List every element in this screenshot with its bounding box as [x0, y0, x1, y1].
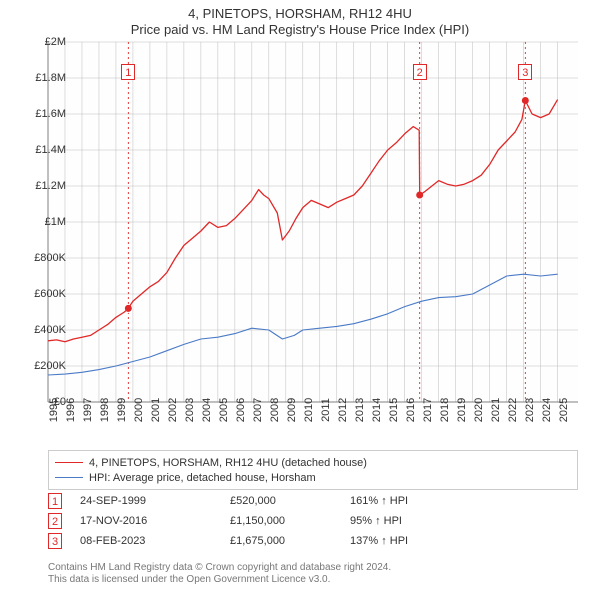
page: 4, PINETOPS, HORSHAM, RH12 4HU Price pai… [0, 0, 600, 590]
title-line-1: 4, PINETOPS, HORSHAM, RH12 4HU [0, 6, 600, 22]
legend-swatch [55, 462, 83, 463]
event-row: 3 08-FEB-2023£1,675,000137% ↑ HPI [48, 531, 578, 551]
x-tick-label: 1998 [99, 398, 111, 422]
legend-row: 4, PINETOPS, HORSHAM, RH12 4HU (detached… [55, 455, 571, 470]
x-tick-label: 2016 [405, 398, 417, 422]
y-tick-label: £600K [26, 288, 66, 300]
x-tick-label: 2015 [388, 398, 400, 422]
legend-row: HPI: Average price, detached house, Hors… [55, 470, 571, 485]
x-tick-label: 2009 [286, 398, 298, 422]
event-marker-1: 1 [121, 64, 135, 80]
event-marker-2: 2 [413, 64, 427, 80]
title-line-2: Price paid vs. HM Land Registry's House … [0, 22, 600, 38]
x-tick-label: 1999 [116, 398, 128, 422]
x-tick-label: 2006 [235, 398, 247, 422]
event-price: £1,675,000 [230, 535, 350, 547]
event-date: 08-FEB-2023 [80, 535, 230, 547]
legend-label: HPI: Average price, detached house, Hors… [89, 472, 316, 484]
event-hpi: 137% ↑ HPI [350, 535, 408, 547]
x-tick-label: 2017 [422, 398, 434, 422]
x-tick-label: 1995 [48, 398, 60, 422]
y-tick-label: £2M [26, 36, 66, 48]
x-tick-label: 2013 [354, 398, 366, 422]
y-tick-label: £0 [26, 396, 66, 408]
event-hpi: 161% ↑ HPI [350, 495, 408, 507]
x-tick-label: 2010 [303, 398, 315, 422]
y-tick-label: £800K [26, 252, 66, 264]
legend-label: 4, PINETOPS, HORSHAM, RH12 4HU (detached… [89, 457, 367, 469]
event-row-marker: 3 [48, 533, 62, 549]
chart-titles: 4, PINETOPS, HORSHAM, RH12 4HU Price pai… [0, 0, 600, 39]
y-tick-label: £1.2M [26, 180, 66, 192]
legend: 4, PINETOPS, HORSHAM, RH12 4HU (detached… [48, 450, 578, 490]
x-tick-label: 2025 [558, 398, 570, 422]
x-tick-label: 2008 [269, 398, 281, 422]
x-tick-label: 2024 [541, 398, 553, 422]
events-table: 1 24-SEP-1999£520,000161% ↑ HPI 2 17-NOV-20… [48, 491, 578, 551]
attribution-line-1: Contains HM Land Registry data © Crown c… [48, 562, 578, 574]
x-tick-label: 2022 [507, 398, 519, 422]
event-row-marker: 2 [48, 513, 62, 529]
x-tick-label: 1997 [82, 398, 94, 422]
event-date: 17-NOV-2016 [80, 515, 230, 527]
y-tick-label: £1.6M [26, 108, 66, 120]
x-tick-label: 2011 [320, 398, 332, 422]
event-row-marker: 1 [48, 493, 62, 509]
attribution-line-2: This data is licensed under the Open Gov… [48, 574, 578, 586]
event-row: 2 17-NOV-2016£1,150,00095% ↑ HPI [48, 511, 578, 531]
event-date: 24-SEP-1999 [80, 495, 230, 507]
x-tick-label: 2007 [252, 398, 264, 422]
event-row: 1 24-SEP-1999£520,000161% ↑ HPI [48, 491, 578, 511]
event-marker-3: 3 [518, 64, 532, 80]
x-tick-label: 2004 [201, 398, 213, 422]
attribution: Contains HM Land Registry data © Crown c… [48, 562, 578, 586]
x-tick-label: 2018 [439, 398, 451, 422]
y-tick-label: £1.8M [26, 72, 66, 84]
x-tick-label: 2002 [167, 398, 179, 422]
x-tick-label: 2000 [133, 398, 145, 422]
x-tick-label: 2021 [490, 398, 502, 422]
x-tick-label: 2001 [150, 398, 162, 422]
y-tick-label: £400K [26, 324, 66, 336]
chart-area: 1 2 3 [48, 42, 578, 402]
event-hpi: 95% ↑ HPI [350, 515, 402, 527]
y-tick-label: £200K [26, 360, 66, 372]
x-tick-label: 2014 [371, 398, 383, 422]
event-price: £520,000 [230, 495, 350, 507]
y-tick-label: £1M [26, 216, 66, 228]
x-tick-label: 2005 [218, 398, 230, 422]
y-tick-label: £1.4M [26, 144, 66, 156]
x-tick-label: 2019 [456, 398, 468, 422]
legend-swatch [55, 477, 83, 478]
event-price: £1,150,000 [230, 515, 350, 527]
x-tick-label: 2023 [524, 398, 536, 422]
x-tick-label: 2012 [337, 398, 349, 422]
x-tick-label: 2003 [184, 398, 196, 422]
x-tick-label: 1996 [65, 398, 77, 422]
x-tick-label: 2020 [473, 398, 485, 422]
chart-svg [48, 42, 578, 402]
